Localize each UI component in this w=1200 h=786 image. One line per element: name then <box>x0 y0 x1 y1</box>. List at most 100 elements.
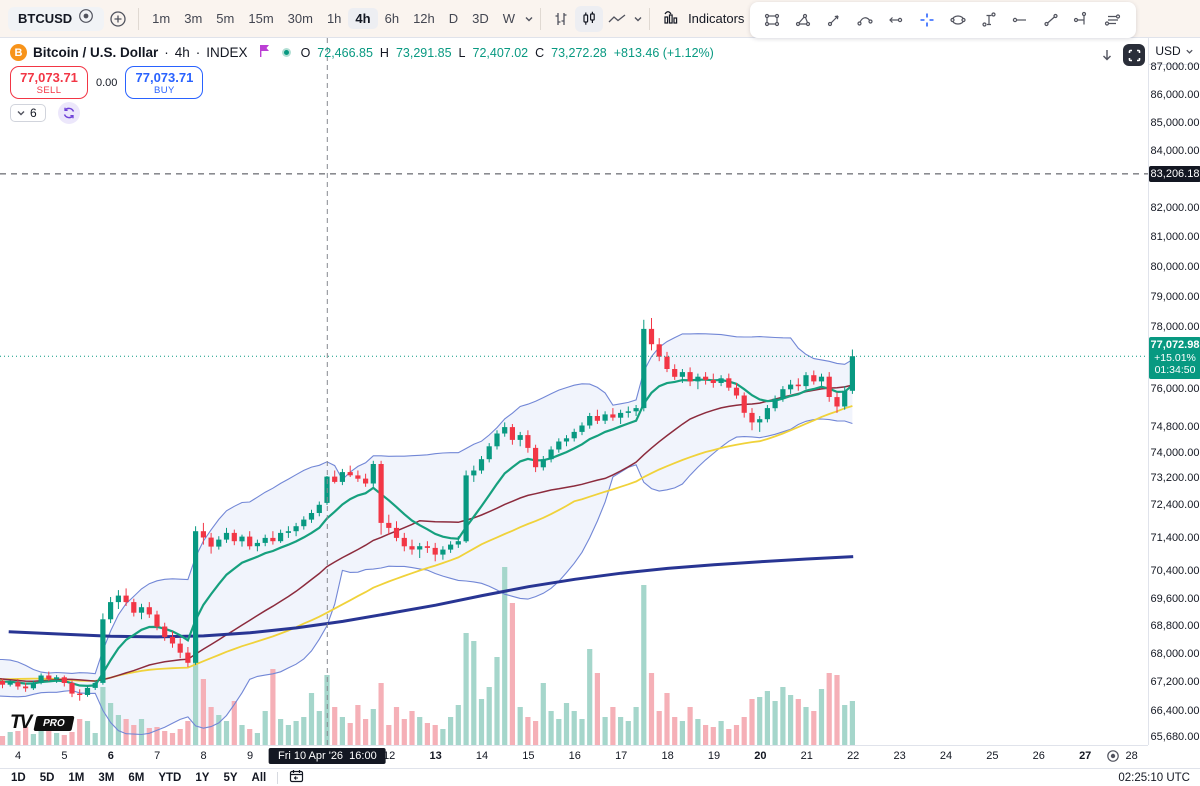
horizontal-bar-tool-icon[interactable] <box>1066 5 1097 35</box>
range-1D[interactable]: 1D <box>11 771 26 784</box>
curve-tool-icon[interactable] <box>849 5 880 35</box>
buy-button[interactable]: 77,073.71 BUY <box>125 66 204 99</box>
candle-body <box>780 389 786 399</box>
sell-button[interactable]: 77,073.71 SELL <box>10 66 88 99</box>
time-tick-label: 4 <box>14 750 22 762</box>
bars-pattern-icon[interactable] <box>547 6 575 32</box>
candle-body <box>563 438 570 442</box>
volume-bar <box>316 711 322 745</box>
volume-bar <box>656 711 662 745</box>
volume-bar <box>393 707 400 745</box>
horizontal-ray-tool-icon[interactable] <box>1004 5 1035 35</box>
candle-body <box>92 682 98 688</box>
range-All[interactable]: All <box>251 771 267 784</box>
spread-value: 0.00 <box>96 76 118 89</box>
candle-body <box>741 395 747 413</box>
candle-body <box>533 447 539 468</box>
candle-body <box>679 372 685 377</box>
interval-3m[interactable]: 3m <box>184 11 203 26</box>
line-chart-icon[interactable] <box>603 6 631 32</box>
tradingview-logo[interactable]: TV PRO <box>10 712 75 734</box>
volume-bar <box>533 721 539 745</box>
interval-15m[interactable]: 15m <box>248 11 274 26</box>
time-tick-label: 25 <box>986 750 999 762</box>
volume-bar <box>92 733 98 745</box>
horizontal-ray-left-tool-icon[interactable] <box>880 5 911 35</box>
candles-style-button[interactable] <box>575 5 604 32</box>
volume-bar <box>703 725 709 745</box>
currency-chevron-down-icon <box>1186 49 1193 54</box>
interval-D[interactable]: D <box>448 11 459 26</box>
candle-body <box>718 378 724 383</box>
range-1Y[interactable]: 1Y <box>195 771 210 784</box>
volume-bar <box>7 732 13 745</box>
time-tick-label: 27 <box>1079 750 1092 762</box>
range-5Y[interactable]: 5Y <box>223 771 238 784</box>
symbol-legend[interactable]: B Bitcoin / U.S. Dollar · 4h · INDEX O 72… <box>10 44 714 61</box>
interval-6h[interactable]: 6h <box>384 11 400 26</box>
interval-chevron-down-icon[interactable] <box>524 14 534 24</box>
style-chevron-down-icon[interactable] <box>633 14 643 24</box>
candle-body <box>231 532 237 542</box>
interval-W[interactable]: W <box>502 11 516 26</box>
candle-body <box>7 682 13 685</box>
sync-refresh-icon[interactable] <box>57 102 80 124</box>
triangle-tool-icon[interactable] <box>787 5 818 35</box>
candle-body <box>115 595 121 603</box>
price-axis[interactable]: USD 87,000.00 86,000.00 85,000.00 84,000.00… <box>1148 38 1200 745</box>
candle-body <box>316 504 322 513</box>
clock-utc[interactable]: 02:25:10 UTC <box>1118 771 1190 784</box>
volume-bar <box>169 733 176 745</box>
axis-settings-icon[interactable] <box>1106 749 1120 768</box>
volume-bar <box>347 723 353 745</box>
range-1M[interactable]: 1M <box>68 771 85 784</box>
candle-body <box>842 390 848 407</box>
crosshair-tool-icon[interactable] <box>911 5 942 35</box>
rectangle-tool-icon[interactable] <box>756 5 787 35</box>
trend-arrow-tool-icon[interactable] <box>818 5 849 35</box>
go-to-date-calendar-icon[interactable] <box>282 769 311 786</box>
parallel-lines-tool-icon[interactable] <box>1097 5 1128 35</box>
candle-body <box>610 414 616 418</box>
interval-12h[interactable]: 12h <box>413 11 435 26</box>
candle-body <box>84 687 91 695</box>
volume-bar <box>293 721 299 745</box>
symbol-search-button[interactable]: BTCUSD <box>8 6 105 31</box>
symbol-name: BTCUSD <box>18 11 73 26</box>
range-YTD[interactable]: YTD <box>158 771 182 784</box>
interval-5m[interactable]: 5m <box>216 11 235 26</box>
sell-label: SELL <box>36 85 62 96</box>
candle-body <box>146 607 152 615</box>
candle-body <box>641 328 647 409</box>
time-tick-label: 20 <box>754 750 767 762</box>
candle-body <box>525 435 531 448</box>
candle-body <box>764 408 770 420</box>
indicators-collapse-chip[interactable]: 6 <box>10 104 46 122</box>
interval-30m[interactable]: 30m <box>287 11 313 26</box>
ellipse-tool-icon[interactable] <box>942 5 973 35</box>
trend-line-tool-icon[interactable] <box>1035 5 1066 35</box>
time-tick-label: 6 <box>107 750 114 762</box>
time-axis[interactable]: 4 5 6 7 8 9 12 13 14 15 16 17 18 19 20 21 22 23 24 25 26 27 28… <box>0 745 1148 768</box>
candle-body <box>100 619 106 683</box>
volume-bar <box>424 723 430 745</box>
volume-bar <box>679 721 685 745</box>
text-tool-icon[interactable] <box>973 5 1004 35</box>
maximize-icon[interactable] <box>1123 44 1145 66</box>
interval-4h[interactable]: 4h <box>348 8 378 29</box>
range-3M[interactable]: 3M <box>98 771 115 784</box>
interval-1m[interactable]: 1m <box>152 11 171 26</box>
range-6M[interactable]: 6M <box>128 771 145 784</box>
range-5D[interactable]: 5D <box>39 771 55 784</box>
ma200-line <box>8 555 854 639</box>
volume-bar <box>556 719 562 745</box>
chart-canvas[interactable] <box>0 38 1148 745</box>
bitcoin-icon: B <box>10 44 27 61</box>
interval-1h[interactable]: 1h <box>326 11 342 26</box>
interval-3D[interactable]: 3D <box>472 11 489 26</box>
compare-add-symbol-button[interactable] <box>104 6 132 32</box>
flag-icon[interactable] <box>258 44 272 61</box>
scroll-down-icon[interactable] <box>1096 44 1118 66</box>
market-status-dot[interactable] <box>281 48 291 57</box>
currency-selector[interactable]: USD <box>1149 38 1200 65</box>
